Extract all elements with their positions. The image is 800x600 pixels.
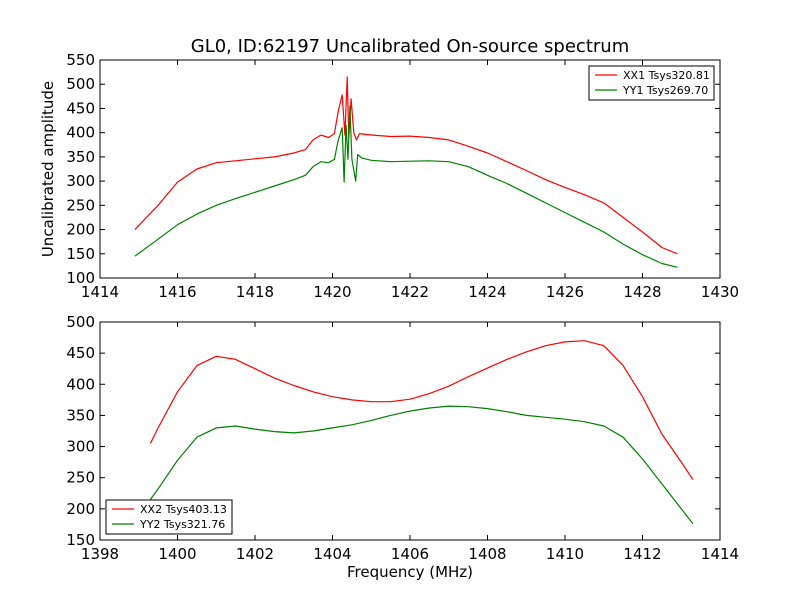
series-line-2 (134, 105, 678, 268)
y-axis-label: Uncalibrated amplitude (39, 81, 57, 257)
x-tick-label: 1428 (623, 283, 661, 301)
x-tick-label: 1414 (81, 283, 119, 301)
series-line-2 (149, 405, 694, 525)
y-tick-label: 450 (66, 99, 95, 117)
y-tick-label: 300 (66, 438, 95, 456)
legend-entry-1: XX1 Tsys320.81 (623, 69, 710, 82)
x-axis-label: Frequency (MHz) (347, 563, 473, 581)
x-tick-label: 1404 (313, 545, 351, 563)
x-tick-label: 1408 (468, 545, 506, 563)
bottom-panel: 1398 1400 1402 1404 1406 1408 1410 1412 1414 150 2… (66, 313, 739, 563)
x-tick-label: 1420 (313, 283, 351, 301)
figure-title: GL0, ID:62197 Uncalibrated On-source spe… (191, 36, 629, 57)
y-tick-label: 100 (66, 269, 95, 287)
y-tick-label: 400 (66, 124, 95, 142)
series-line-1 (149, 340, 694, 480)
x-tick-label: 1422 (391, 283, 429, 301)
x-tick-label: 1424 (468, 283, 506, 301)
x-tick-label: 1400 (158, 545, 196, 563)
y-tick-label: 150 (66, 245, 95, 263)
x-tick-label: 1406 (391, 545, 429, 563)
x-tick-label: 1416 (158, 283, 196, 301)
y-tick-label: 550 (66, 51, 95, 69)
y-tick-label: 250 (66, 469, 95, 487)
x-tick-label: 1402 (236, 545, 274, 563)
top-panel: 1414 1416 1418 1420 1422 1424 1426 1428 1430 100 1… (39, 51, 739, 301)
y-tick-label: 150 (66, 531, 95, 549)
y-tick-label: 250 (66, 196, 95, 214)
x-tick-label: 1412 (623, 545, 661, 563)
x-tick-label: 1430 (701, 283, 739, 301)
x-tick-label: 1398 (81, 545, 119, 563)
y-tick-label: 300 (66, 172, 95, 190)
x-tick-label: 1418 (236, 283, 274, 301)
legend-box (588, 65, 715, 101)
y-tick-label: 200 (66, 500, 95, 518)
y-tick-label: 200 (66, 221, 95, 239)
y-tick-label: 400 (66, 375, 95, 393)
y-tick-label: 350 (66, 406, 95, 424)
y-tick-label: 500 (66, 75, 95, 93)
x-tick-label: 1410 (546, 545, 584, 563)
series-line-1 (134, 76, 678, 255)
x-tick-label: 1426 (546, 283, 584, 301)
legend-entry-2: YY1 Tsys269.70 (622, 84, 708, 97)
x-tick-label: 1414 (701, 545, 739, 563)
legend-box (105, 499, 233, 535)
legend-entry-1: XX2 Tsys403.13 (140, 503, 227, 516)
legend-entry-2: YY2 Tsys321.76 (139, 518, 225, 531)
y-tick-label: 450 (66, 344, 95, 362)
y-tick-label: 500 (66, 313, 95, 331)
y-tick-label: 350 (66, 148, 95, 166)
